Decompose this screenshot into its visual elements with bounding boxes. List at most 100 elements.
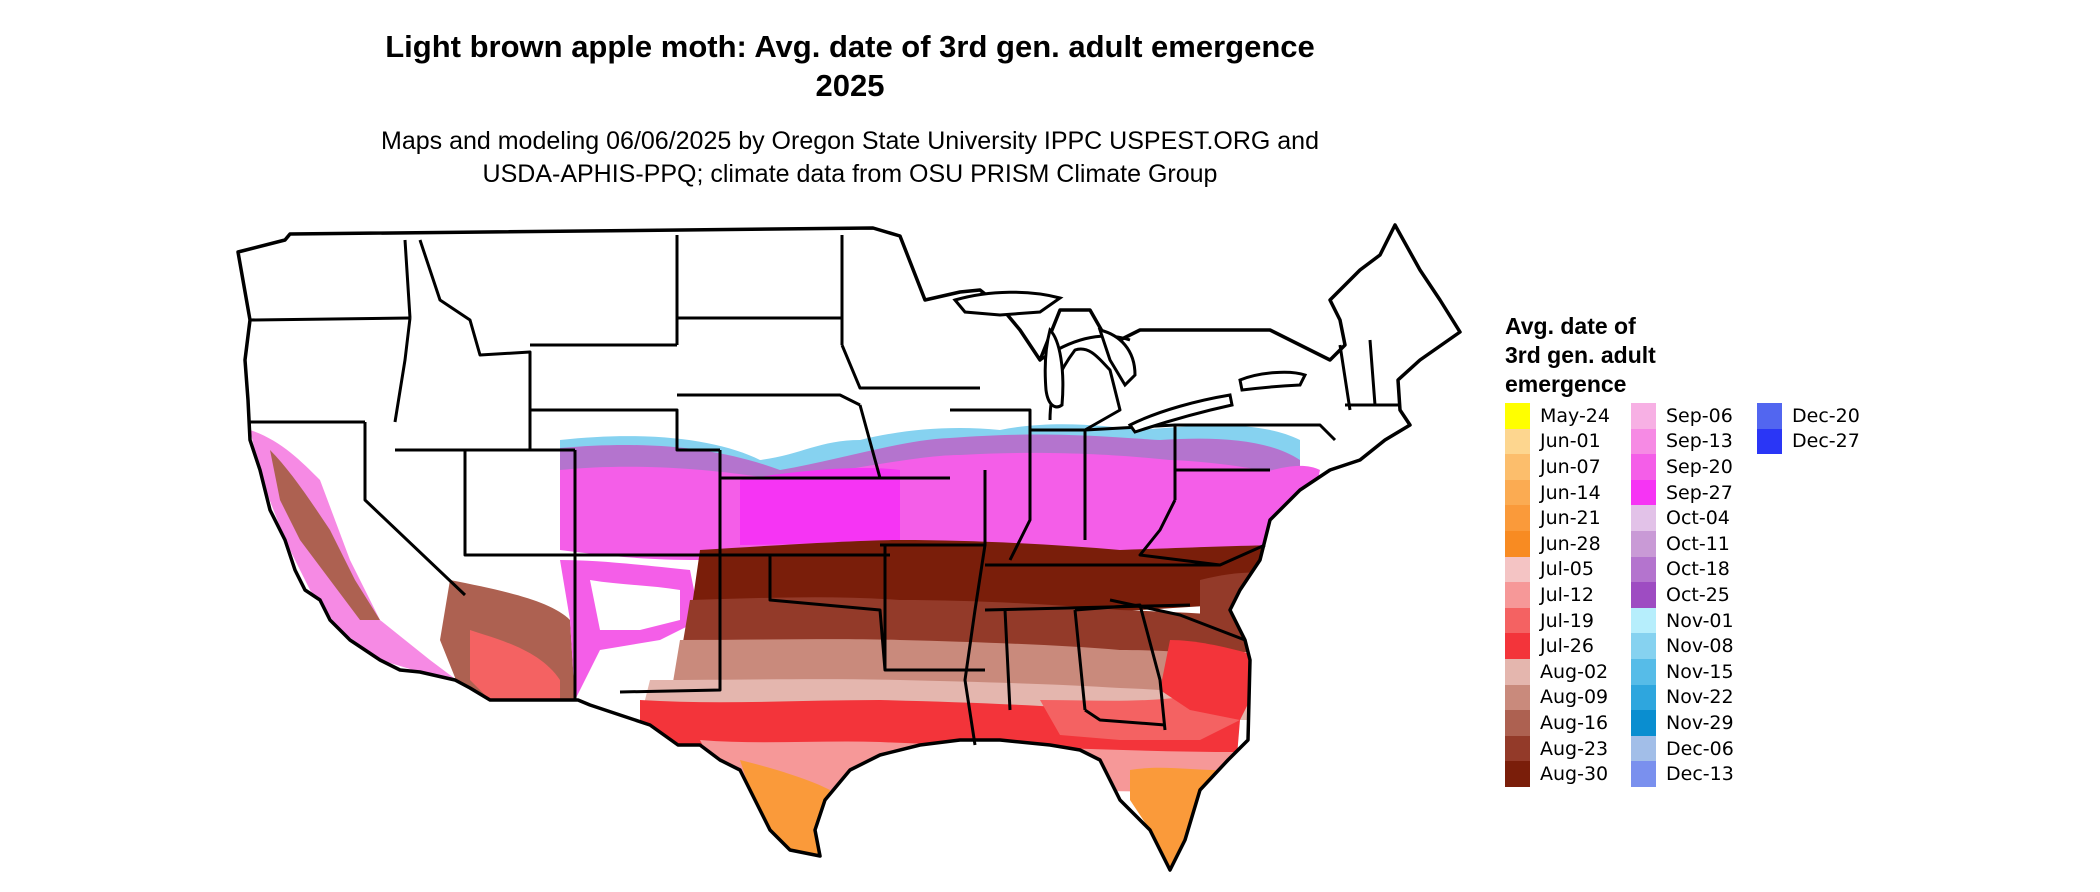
legend-label: Aug-30	[1540, 763, 1609, 786]
legend-label: Jun-28	[1540, 532, 1601, 555]
map-title-line1: Light brown apple moth: Avg. date of 3rd…	[385, 29, 1315, 64]
boundary-ut-co	[530, 448, 577, 555]
legend-item: Dec-20	[1757, 403, 1883, 429]
legend-label: May-24	[1540, 404, 1610, 427]
legend-label: Nov-01	[1666, 609, 1734, 632]
boundary-ms-al	[1003, 609, 1087, 711]
legend-item: Oct-25	[1631, 582, 1757, 608]
lake-michigan	[1043, 327, 1065, 409]
legend-item: Jun-01	[1505, 428, 1631, 455]
legend-swatch	[1631, 735, 1656, 762]
legend-item: Jun-14	[1505, 479, 1631, 506]
legend-item: Dec-27	[1757, 428, 1883, 455]
boundary-new-england	[1338, 339, 1400, 411]
legend-swatch	[1631, 607, 1656, 634]
legend-label: Nov-08	[1666, 635, 1734, 658]
state-boundaries	[249, 235, 1400, 746]
legend-swatch	[1505, 607, 1530, 634]
legend-title-line: emergence	[1505, 371, 1627, 397]
legend-item: Nov-08	[1631, 633, 1757, 659]
boundary-ca-nv	[363, 422, 467, 597]
legend-swatch	[1505, 658, 1530, 685]
boundary-wi-il	[950, 408, 1032, 561]
zone-ca-valley	[270, 450, 380, 620]
legend-columns: May-24 Jun-01 Jun-07 Jun-14 Jun-21 Jun-28 Jul-…	[1505, 403, 1883, 787]
legend-label: Jul-12	[1540, 583, 1594, 606]
boundary-fl-line	[1084, 708, 1166, 727]
legend-label: Jul-19	[1540, 609, 1594, 632]
legend-swatch	[1505, 428, 1530, 455]
legend-swatch	[1757, 403, 1782, 429]
great-lakes	[952, 290, 1308, 434]
legend-swatch	[1757, 428, 1782, 455]
legend-swatch	[1505, 505, 1530, 531]
legend-swatch	[1505, 735, 1530, 762]
legend-swatch	[1631, 710, 1656, 736]
lake-superior	[952, 290, 1064, 317]
legend-label: Aug-02	[1540, 660, 1609, 683]
legend-column: Sep-06 Sep-13 Sep-20 Sep-27 Oct-04 Oct-11 Oct-…	[1631, 403, 1757, 787]
boundary-mt-wy	[530, 235, 679, 347]
legend-swatch	[1631, 633, 1656, 659]
boundary-ia-mo	[858, 404, 950, 480]
legend-swatch	[1505, 710, 1530, 736]
legend-label: Dec-06	[1666, 737, 1734, 760]
legend-swatch	[1631, 556, 1656, 583]
boundary-or-id-nv	[393, 317, 412, 423]
legend-label: Oct-11	[1666, 532, 1730, 555]
legend-item: Oct-04	[1631, 505, 1757, 531]
legend-label: Aug-23	[1540, 737, 1609, 760]
legend-column: Dec-20 Dec-27	[1757, 403, 1883, 787]
boundary-nv-ut-az	[463, 450, 575, 557]
legend-item: Jul-12	[1505, 582, 1631, 608]
zone-sep-light	[740, 468, 900, 545]
legend-item: Nov-29	[1631, 710, 1757, 736]
legend-swatch	[1631, 428, 1656, 455]
legend-label: Sep-27	[1666, 481, 1733, 504]
boundary-wy-co	[530, 408, 720, 452]
legend-label: Aug-09	[1540, 686, 1609, 709]
legend-swatch	[1631, 403, 1656, 429]
legend-swatch	[1505, 633, 1530, 659]
legend-label: Jun-01	[1540, 430, 1601, 453]
legend-swatch	[1631, 479, 1656, 506]
legend-label: Sep-13	[1666, 430, 1733, 453]
legend-swatch	[1631, 530, 1656, 557]
legend-swatch	[1631, 684, 1656, 711]
boundary-wa-or	[249, 316, 411, 322]
legend-swatch	[1505, 556, 1530, 583]
legend-item: Aug-16	[1505, 710, 1631, 736]
legend-item: Aug-30	[1505, 761, 1631, 787]
legend-label: Nov-15	[1666, 660, 1734, 683]
legend-item: Jun-07	[1505, 454, 1631, 480]
legend-label: Nov-22	[1666, 686, 1734, 709]
boundary-ms-river	[963, 470, 987, 746]
legend-item: Aug-02	[1505, 658, 1631, 685]
legend-label: Jul-26	[1540, 635, 1594, 658]
boundary-mn-ia	[840, 344, 980, 390]
legend-swatch	[1505, 403, 1530, 429]
legend-swatch	[1505, 530, 1530, 557]
legend-item: Nov-01	[1631, 607, 1757, 634]
us-national-border	[236, 223, 1462, 872]
zone-carolina	[1200, 572, 1300, 650]
boundary-al-ga	[1074, 603, 1167, 731]
zone-sc-red	[1160, 640, 1270, 720]
legend-label: Jun-21	[1540, 507, 1601, 530]
legend-item: Nov-22	[1631, 684, 1757, 711]
boundary-dakotas	[677, 235, 844, 345]
legend-title-line: Avg. date of	[1505, 313, 1636, 339]
legend-column: May-24 Jun-01 Jun-07 Jun-14 Jun-21 Jun-28 Jul-…	[1505, 403, 1631, 787]
legend-swatch	[1505, 582, 1530, 608]
legend-label: Jul-05	[1540, 558, 1594, 581]
legend-title: Avg. date of 3rd gen. adult emergence	[1505, 312, 1883, 399]
zone-tx-orange	[740, 760, 830, 856]
boundary-ok-tx	[768, 555, 887, 671]
legend-swatch	[1505, 761, 1530, 787]
legend-label: Sep-06	[1666, 404, 1733, 427]
legend-item: Sep-06	[1631, 403, 1757, 429]
legend-swatch	[1631, 582, 1656, 608]
legend-item: Aug-23	[1505, 735, 1631, 762]
legend-swatch	[1631, 505, 1656, 531]
